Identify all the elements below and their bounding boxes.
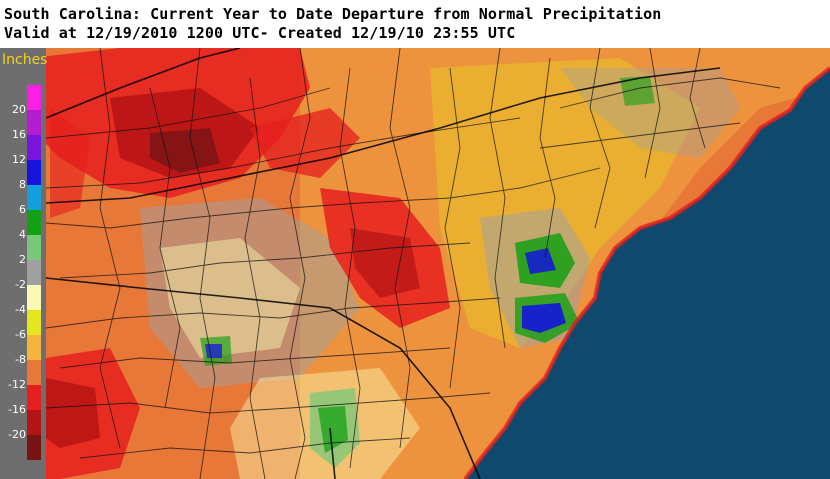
legend-swatch [27,110,41,135]
legend-swatch [27,310,41,335]
legend-swatch [27,435,41,460]
legend-swatch [27,260,41,285]
legend-tick-label: 6 [19,203,26,216]
color-scale-legend: Inches 20 16 12 8 6 4 2 -2 -4 -6 -8 -12 -16 -20 [0,48,48,479]
legend-swatch [27,285,41,310]
legend-swatch [27,85,41,110]
legend-swatch [27,410,41,435]
legend-tick-label: -12 [8,378,26,391]
legend-swatch [27,135,41,160]
legend-swatch [27,235,41,260]
map-canvas [0,48,830,479]
legend-tick-label: 4 [19,228,26,241]
legend-swatch [27,160,41,185]
legend-tick-label: 12 [12,153,26,166]
legend-tick-label: -6 [15,328,26,341]
legend-tick-label: -2 [15,278,26,291]
legend-tick-label: -8 [15,353,26,366]
legend-tick-label: 20 [12,103,26,116]
legend-swatch [27,385,41,410]
legend-tick-label: 2 [19,253,26,266]
legend-tick-label: -4 [15,303,26,316]
legend-tick-label: 8 [19,178,26,191]
precipitation-departure-map [0,48,830,479]
map-header: South Carolina: Current Year to Date Dep… [0,0,830,48]
legend-tick-label: -20 [8,428,26,441]
legend-swatch [27,335,41,360]
legend-tick-label: -16 [8,403,26,416]
legend-swatch [27,185,41,210]
legend-swatch [27,210,41,235]
legend-tick-label: 16 [12,128,26,141]
map-title: South Carolina: Current Year to Date Dep… [4,5,662,23]
legend-title: Inches [2,52,48,68]
legend-swatch [27,360,41,385]
map-valid-time: Valid at 12/19/2010 1200 UTC- Created 12… [4,24,516,42]
